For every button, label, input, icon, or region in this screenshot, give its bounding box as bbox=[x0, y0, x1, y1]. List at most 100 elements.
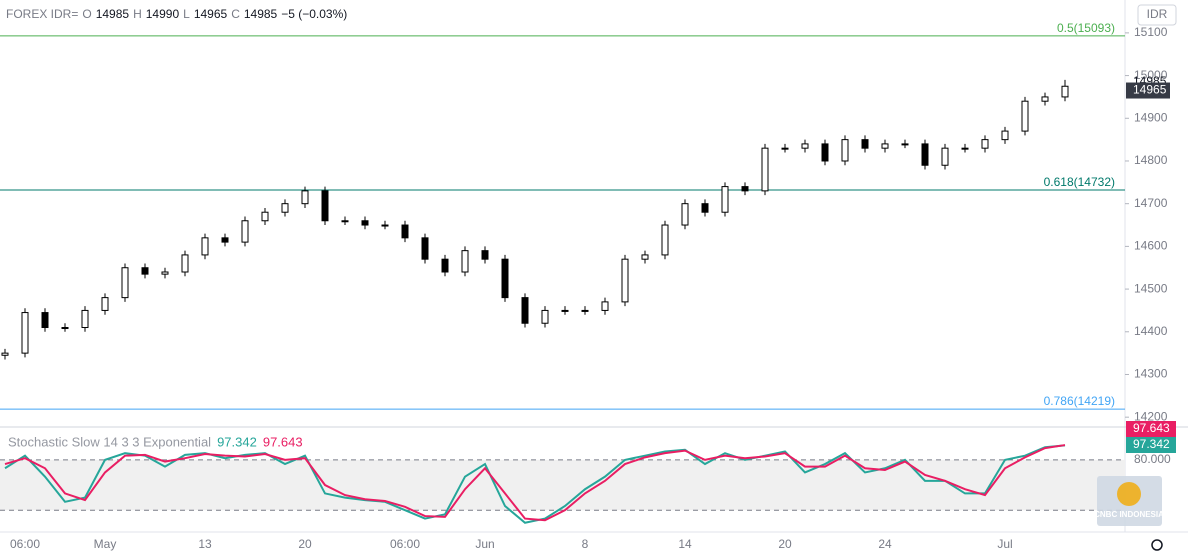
candle-body bbox=[521, 297, 529, 324]
candle-body bbox=[221, 237, 229, 243]
x-tick-label: 20 bbox=[778, 537, 792, 551]
candle-body bbox=[281, 203, 289, 213]
header-text: 14985 bbox=[96, 7, 130, 21]
candle-body bbox=[501, 258, 509, 299]
candle-body bbox=[681, 203, 689, 226]
y-tick-label: 14200 bbox=[1134, 409, 1168, 423]
candle-body bbox=[881, 143, 889, 149]
candle-body bbox=[761, 147, 769, 192]
candle-body bbox=[261, 211, 269, 222]
candle-body bbox=[161, 271, 169, 275]
fib-label: 0.618(14732) bbox=[1044, 175, 1115, 189]
candle-body bbox=[321, 190, 329, 222]
candle-body bbox=[421, 237, 429, 260]
candle-body bbox=[41, 312, 49, 329]
candle-body bbox=[301, 190, 309, 205]
candle-body bbox=[541, 309, 549, 324]
candle-body bbox=[141, 267, 149, 275]
last-value-box bbox=[1126, 437, 1176, 453]
candle-body bbox=[781, 147, 789, 150]
candle-body bbox=[1, 352, 9, 356]
candle-body bbox=[701, 203, 709, 213]
candle-body bbox=[121, 267, 129, 299]
header-text: C bbox=[231, 7, 240, 21]
candle-body bbox=[961, 147, 969, 150]
y-tick-label: 15100 bbox=[1134, 25, 1168, 39]
x-tick-label: Jun bbox=[475, 537, 494, 551]
y-tick-label: 14700 bbox=[1134, 196, 1168, 210]
candle-body bbox=[1041, 96, 1049, 102]
x-tick-label: 06:00 bbox=[390, 537, 420, 551]
y-tick-label: 15000 bbox=[1134, 68, 1168, 82]
header-text: −5 (−0.03%) bbox=[281, 7, 347, 21]
candle-body bbox=[361, 220, 369, 226]
candle-body bbox=[201, 237, 209, 256]
stoch-line bbox=[4, 444, 1066, 524]
header-text: H bbox=[133, 7, 142, 21]
header-text: O bbox=[82, 7, 91, 21]
candle-body bbox=[861, 139, 869, 149]
y-tick-label: 14500 bbox=[1134, 281, 1168, 295]
last-value-label: 97.643 bbox=[1133, 421, 1170, 435]
price-label: 14965 bbox=[1133, 83, 1167, 97]
header-text: 14990 bbox=[146, 7, 180, 21]
candle-body bbox=[381, 224, 389, 227]
candle-body bbox=[741, 186, 749, 192]
y-tick-label: 14900 bbox=[1134, 110, 1168, 124]
candle-body bbox=[981, 139, 989, 149]
settings-icon[interactable] bbox=[1151, 539, 1163, 551]
candle-body bbox=[1001, 130, 1009, 141]
watermark: CNBC INDONESIA bbox=[1094, 510, 1164, 519]
x-tick-label: Jul bbox=[997, 537, 1012, 551]
y-tick-label: 14400 bbox=[1134, 324, 1168, 338]
x-tick-label: 8 bbox=[582, 537, 589, 551]
y-tick-label: 14300 bbox=[1134, 367, 1168, 381]
y-tick-label: 14800 bbox=[1134, 153, 1168, 167]
indicator-title: Stochastic Slow 14 3 3 Exponential bbox=[8, 434, 211, 449]
header-text: L bbox=[183, 7, 190, 21]
candle-body bbox=[901, 143, 909, 146]
candle-body bbox=[561, 309, 569, 312]
candle-body bbox=[1061, 85, 1069, 98]
stoch-line bbox=[4, 444, 1066, 522]
legend-value: 97.643 bbox=[263, 434, 303, 449]
candle-body bbox=[921, 143, 929, 166]
candle-body bbox=[81, 309, 89, 329]
candle-body bbox=[1021, 100, 1029, 132]
candle-body bbox=[581, 309, 589, 312]
candle-body bbox=[341, 220, 349, 223]
x-tick-label: 24 bbox=[878, 537, 892, 551]
x-tick-label: 14 bbox=[678, 537, 692, 551]
x-tick-label: 13 bbox=[198, 537, 212, 551]
watermark-logo: CNBC INDONESIA bbox=[1094, 476, 1164, 526]
x-tick-label: May bbox=[94, 537, 117, 551]
fib-label: 0.5(15093) bbox=[1057, 21, 1115, 35]
fib-label: 0.786(14219) bbox=[1044, 394, 1115, 408]
header-text: 14965 bbox=[194, 7, 228, 21]
logo-peacock bbox=[1117, 482, 1141, 506]
candle-body bbox=[481, 250, 489, 260]
currency-button[interactable] bbox=[1137, 4, 1177, 26]
candle-body bbox=[101, 297, 109, 311]
candle-body bbox=[661, 224, 669, 256]
last-value-label: 97.342 bbox=[1133, 437, 1170, 451]
candle-body bbox=[441, 258, 449, 273]
candle-body bbox=[401, 224, 409, 239]
x-tick-label: 06:00 bbox=[10, 537, 40, 551]
candle-body bbox=[721, 186, 729, 213]
level-band bbox=[0, 459, 1125, 511]
header-text: FOREX IDR= bbox=[6, 7, 78, 21]
candle-body bbox=[641, 254, 649, 260]
currency[interactable]: IDR bbox=[1147, 7, 1168, 21]
candle-body bbox=[241, 220, 249, 243]
candle-body bbox=[801, 143, 809, 149]
candle-body bbox=[181, 254, 189, 273]
candle-body bbox=[621, 258, 629, 303]
x-tick-label: 20 bbox=[298, 537, 312, 551]
header: FOREX IDR= O 14985 H 14990 L 14965 C 14985 −5 (−0… bbox=[6, 7, 347, 21]
candle-body bbox=[461, 250, 469, 273]
candle-body bbox=[841, 139, 849, 162]
header-text: 14985 bbox=[244, 7, 278, 21]
last-value-box bbox=[1126, 421, 1176, 437]
